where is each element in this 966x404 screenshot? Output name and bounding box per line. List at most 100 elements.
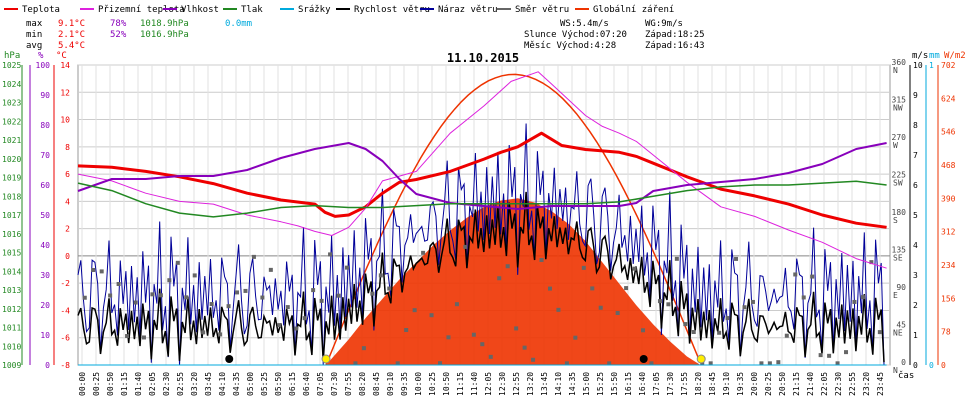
tick-label-pressure: 1023 [2, 99, 21, 108]
tick-label-pressure: 1017 [2, 211, 21, 220]
wind-dir-point [877, 330, 882, 335]
wind-dir-point [632, 266, 637, 271]
info-block: WS:5.4m/s WG:9m/s Slunce Východ:07:20 Zá… [524, 19, 705, 51]
legend-label-8: Globální záření [593, 5, 674, 15]
chart-title: 11.10.2015 [447, 51, 519, 65]
wind-dir-point [827, 353, 832, 358]
wind-dir-point [556, 307, 561, 312]
wind-dir-point [167, 278, 172, 283]
wind-dir-point [285, 305, 290, 310]
x-tick-label: 09:35 [400, 372, 409, 396]
tick-label-radiation: 234 [941, 261, 956, 270]
wind-dir-point [573, 335, 578, 340]
stats-avg-label: avg [26, 41, 42, 51]
wind-dir-point [869, 260, 874, 265]
x-tick-label: 12:05 [484, 372, 493, 396]
tick-label-winddir: 360 [892, 58, 907, 67]
x-tick-label: 03:20 [190, 372, 199, 396]
wind-dir-point [141, 335, 146, 340]
x-tick-label: 17:05 [652, 372, 661, 396]
x-tick-label: 17:55 [680, 372, 689, 396]
wind-dir-point [641, 328, 646, 333]
wind-dir-point [666, 302, 671, 307]
legend-label-5: Rychlost větru [354, 5, 430, 15]
wind-dir-point [370, 291, 375, 296]
stats-max-rain: 0.0mm [225, 19, 252, 29]
x-tick-label: 15:50 [610, 372, 619, 396]
wind-dir-point [531, 357, 536, 362]
tick-label-temperature: -6 [60, 334, 70, 343]
wind-dir-point [691, 330, 696, 335]
stats-min-press: 1016.9hPa [140, 30, 189, 40]
tick-label-winddir-compass: W [893, 141, 898, 150]
x-tick-label: 02:05 [148, 372, 157, 396]
tick-label-windspeed: 2 [913, 301, 918, 310]
x-tick-label: 02:30 [162, 372, 171, 396]
sunrise-marker [321, 354, 331, 364]
wind-dir-point [344, 265, 349, 270]
x-tick-label: 01:40 [134, 372, 143, 396]
x-tick-label: 20:00 [750, 372, 759, 396]
wind-dir-point [251, 254, 256, 259]
wind-dir-point [725, 316, 730, 321]
wind-dir-point [717, 330, 722, 335]
wind-dir-point [742, 305, 747, 310]
wind-dir-point [421, 250, 426, 255]
moonset-marker [639, 355, 648, 363]
wind-dir-point [734, 256, 739, 261]
x-tick-label: 23:20 [862, 372, 871, 396]
wind-dir-point [818, 353, 823, 358]
wind-dir-point [91, 267, 96, 272]
x-tick-label: 18:45 [708, 372, 717, 396]
tick-label-pressure: 1019 [2, 174, 21, 183]
x-tick-label: 04:35 [232, 372, 241, 396]
wind-dir-point [810, 274, 815, 279]
wind-dir-point [184, 295, 189, 300]
info-mesic: Měsíc Východ:4:28 [524, 41, 616, 51]
wind-dir-point [480, 342, 485, 347]
x-tick-label: 00:00 [78, 372, 87, 396]
tick-label-windspeed: 1 [913, 331, 918, 340]
x-tick-label: 10:00 [414, 372, 423, 396]
x-tick-label: 00:25 [92, 372, 101, 396]
tick-label-radiation: 624 [941, 94, 956, 103]
wind-dir-point [277, 323, 282, 328]
stats-min-hum: 52% [110, 30, 127, 40]
x-tick-label: 14:35 [568, 372, 577, 396]
wind-dir-point [708, 361, 713, 366]
x-tick-label: 22:05 [820, 372, 829, 396]
tick-label-windspeed: 10 [913, 61, 923, 70]
tick-label-winddir: 225 [892, 171, 907, 180]
x-tick-label: 14:10 [554, 372, 563, 396]
wind-dir-point [268, 267, 273, 272]
tick-label-pressure: 1018 [2, 192, 21, 201]
wind-dir-point [446, 335, 451, 340]
wind-dir-point [852, 299, 857, 304]
tick-label-humidity: 50 [40, 211, 50, 220]
wind-dir-point [776, 360, 781, 365]
tick-label-radiation: 546 [941, 128, 956, 137]
wind-dir-point [404, 328, 409, 333]
x-axis-ticks: 00:00 00:25 00:50 01:15 01:40 02:05 02:30 02:55… [78, 372, 885, 396]
tick-label-humidity: 10 [40, 331, 50, 340]
tick-label-winddir: 45 [896, 321, 906, 330]
info-slunce-zapad: Západ:18:25 [645, 30, 705, 40]
wind-dir-point [82, 295, 87, 300]
wind-dir-point [328, 252, 333, 257]
tick-label-temperature: -4 [60, 306, 70, 315]
x-tick-label: 15:25 [596, 372, 605, 396]
x-tick-label: 12:30 [498, 372, 507, 396]
wind-dir-point [108, 293, 113, 298]
wind-dir-point [581, 265, 586, 270]
x-tick-label: 20:50 [778, 372, 787, 396]
tick-label-radiation: 78 [941, 328, 951, 337]
x-tick-label: 07:05 [316, 372, 325, 396]
wind-dir-point [412, 308, 417, 313]
axis-label-radiation: W/m2 [944, 51, 966, 61]
tick-label-rain: 0 [929, 361, 934, 370]
wind-speed-line [77, 191, 885, 363]
legend-label-3: Tlak [241, 5, 263, 15]
x-tick-label: 08:20 [358, 372, 367, 396]
stats-max-hum: 78% [110, 19, 127, 29]
